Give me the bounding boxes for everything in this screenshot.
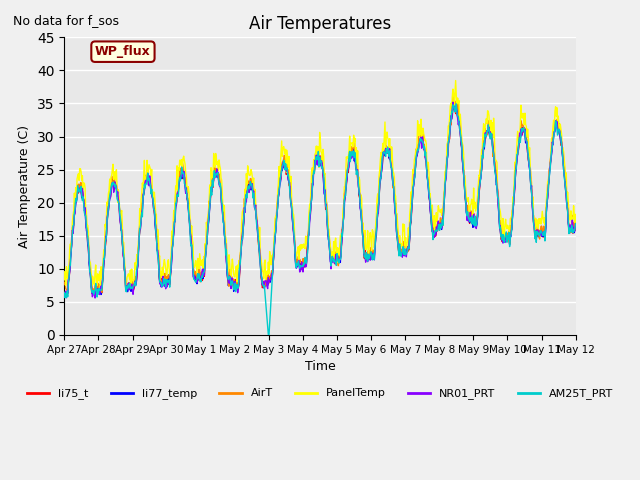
Text: WP_flux: WP_flux	[95, 45, 151, 58]
X-axis label: Time: Time	[305, 360, 335, 373]
Text: No data for f_sos: No data for f_sos	[13, 14, 119, 27]
Title: Air Temperatures: Air Temperatures	[249, 15, 391, 33]
Y-axis label: Air Temperature (C): Air Temperature (C)	[19, 125, 31, 248]
Legend: li75_t, li77_temp, AirT, PanelTemp, NR01_PRT, AM25T_PRT: li75_t, li77_temp, AirT, PanelTemp, NR01…	[22, 384, 618, 404]
